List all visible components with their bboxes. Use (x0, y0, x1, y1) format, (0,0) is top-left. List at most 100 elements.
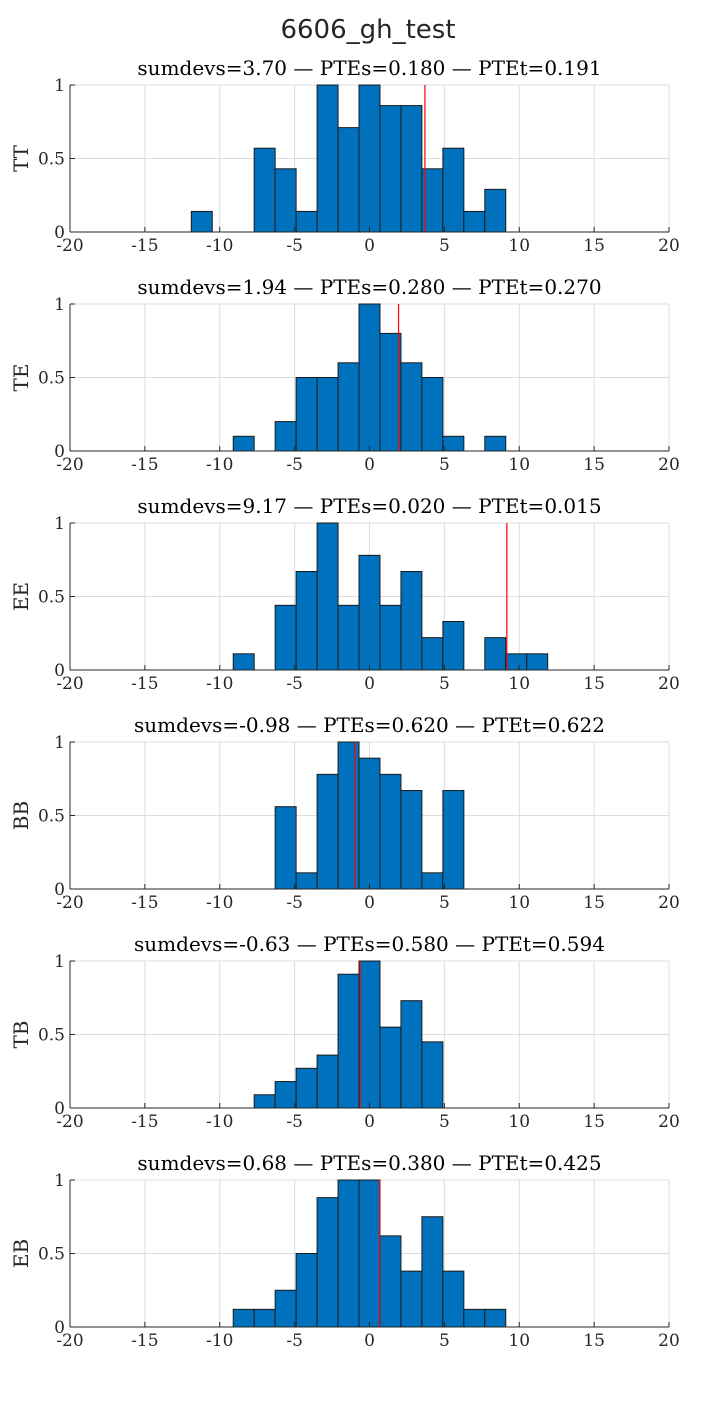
x-tick-label: -5 (286, 893, 303, 913)
histogram-bar (337, 741, 360, 890)
x-tick-label: -15 (131, 893, 158, 913)
histogram-bar (400, 105, 423, 233)
x-tick-label: 5 (439, 1112, 450, 1132)
histogram-bar (400, 362, 423, 452)
histogram-bar (253, 1308, 276, 1328)
x-tick-label: 0 (364, 236, 375, 256)
x-tick-label: -20 (56, 1331, 83, 1351)
x-tick-label: -5 (286, 1331, 303, 1351)
x-tick-label: 5 (439, 455, 450, 475)
histogram-bar (421, 1041, 444, 1109)
x-tick-label: -20 (56, 1112, 83, 1132)
histogram-bar (337, 127, 360, 233)
x-tick-label: 20 (658, 674, 680, 694)
x-tick-label: -5 (286, 1112, 303, 1132)
histogram-bar (337, 1179, 360, 1328)
histogram-bar (295, 872, 318, 890)
y-axis-label: EB (9, 1239, 33, 1268)
y-tick-label: 0 (54, 1318, 65, 1338)
subplot-title: sumdevs=-0.98 — PTEs=0.620 — PTEt=0.622 (134, 713, 605, 737)
y-tick-label: 1 (54, 76, 65, 96)
histogram-bar (526, 653, 549, 671)
subplot-ee: -20 -15 -10 -5 0 5 10 15 20 0 0.5 1 EE sumdevs=9.17 —… (9, 494, 680, 694)
histogram-bar (358, 84, 381, 233)
histogram-bar (442, 1270, 465, 1328)
histogram-bar (463, 210, 486, 233)
subplot-title: sumdevs=9.17 — PTEs=0.020 — PTEt=0.015 (137, 494, 601, 518)
histogram-bar (484, 435, 507, 452)
histogram-bar (232, 653, 255, 671)
histogram-bar (379, 105, 402, 233)
y-tick-label: 0 (54, 880, 65, 900)
subplot-title: sumdevs=3.70 — PTEs=0.180 — PTEt=0.191 (137, 56, 601, 80)
x-tick-label: 10 (508, 674, 530, 694)
histogram-bar (400, 571, 423, 671)
y-axis-label: BB (9, 801, 33, 830)
x-tick-label: -15 (131, 674, 158, 694)
y-tick-label: 1 (54, 952, 65, 972)
x-tick-label: 10 (508, 455, 530, 475)
x-tick-label: 0 (364, 893, 375, 913)
histogram-bar (232, 435, 255, 452)
histogram-bar (274, 168, 297, 233)
histogram-bar (232, 1308, 255, 1328)
histogram-bar (379, 332, 402, 452)
subplot-title: sumdevs=-0.63 — PTEs=0.580 — PTEt=0.594 (134, 932, 605, 956)
histogram-bar (316, 773, 339, 890)
histogram-bar (505, 653, 528, 671)
histogram-bar (295, 1067, 318, 1109)
figure-title: 6606_gh_test (280, 15, 455, 45)
x-tick-label: 0 (364, 1331, 375, 1351)
histogram-bar (400, 1000, 423, 1109)
histogram-bar (274, 604, 297, 671)
histogram-bar (421, 872, 444, 890)
histogram-bar (379, 1235, 402, 1328)
histogram-bar (316, 84, 339, 233)
y-tick-label: 0.5 (38, 588, 65, 608)
x-tick-label: 0 (364, 674, 375, 694)
histogram-bar (316, 377, 339, 452)
x-tick-label: 20 (658, 893, 680, 913)
x-tick-label: 15 (583, 674, 605, 694)
x-tick-label: 0 (364, 1112, 375, 1132)
y-tick-label: 0 (54, 661, 65, 681)
x-tick-label: -20 (56, 236, 83, 256)
histogram-bar (358, 303, 381, 452)
x-tick-label: -5 (286, 674, 303, 694)
x-tick-label: 20 (658, 1331, 680, 1351)
histogram-bar (358, 757, 381, 890)
x-tick-label: 10 (508, 893, 530, 913)
x-tick-label: -10 (206, 455, 233, 475)
histogram-bar (316, 1197, 339, 1328)
histogram-bar (358, 1179, 381, 1328)
x-tick-label: -10 (206, 674, 233, 694)
histogram-bar (337, 973, 360, 1109)
x-tick-label: 5 (439, 1331, 450, 1351)
x-tick-label: -15 (131, 1331, 158, 1351)
x-tick-label: 15 (583, 236, 605, 256)
x-tick-label: 10 (508, 236, 530, 256)
y-axis-label: TE (9, 364, 33, 392)
y-tick-label: 0.5 (38, 150, 65, 170)
histogram-bar (421, 1216, 444, 1328)
x-tick-label: 20 (658, 455, 680, 475)
histogram-bar (484, 637, 507, 671)
x-tick-label: 10 (508, 1112, 530, 1132)
histogram-bar (190, 210, 213, 233)
x-tick-label: -20 (56, 893, 83, 913)
histogram-bar (295, 377, 318, 452)
x-tick-label: -5 (286, 455, 303, 475)
histogram-bar (274, 806, 297, 890)
histogram-bar (400, 1270, 423, 1328)
x-tick-label: 15 (583, 893, 605, 913)
histogram-bar (421, 377, 444, 452)
y-tick-label: 0.5 (38, 1026, 65, 1046)
y-axis-label: TT (9, 144, 33, 172)
histogram-bar (442, 435, 465, 452)
x-tick-label: -10 (206, 1331, 233, 1351)
y-tick-label: 0 (54, 442, 65, 462)
subplot-bb: -20 -15 -10 -5 0 5 10 15 20 0 0.5 1 BB sumdevs=-0.98 … (9, 713, 680, 913)
y-tick-label: 1 (54, 295, 65, 315)
histogram-bar (295, 571, 318, 671)
